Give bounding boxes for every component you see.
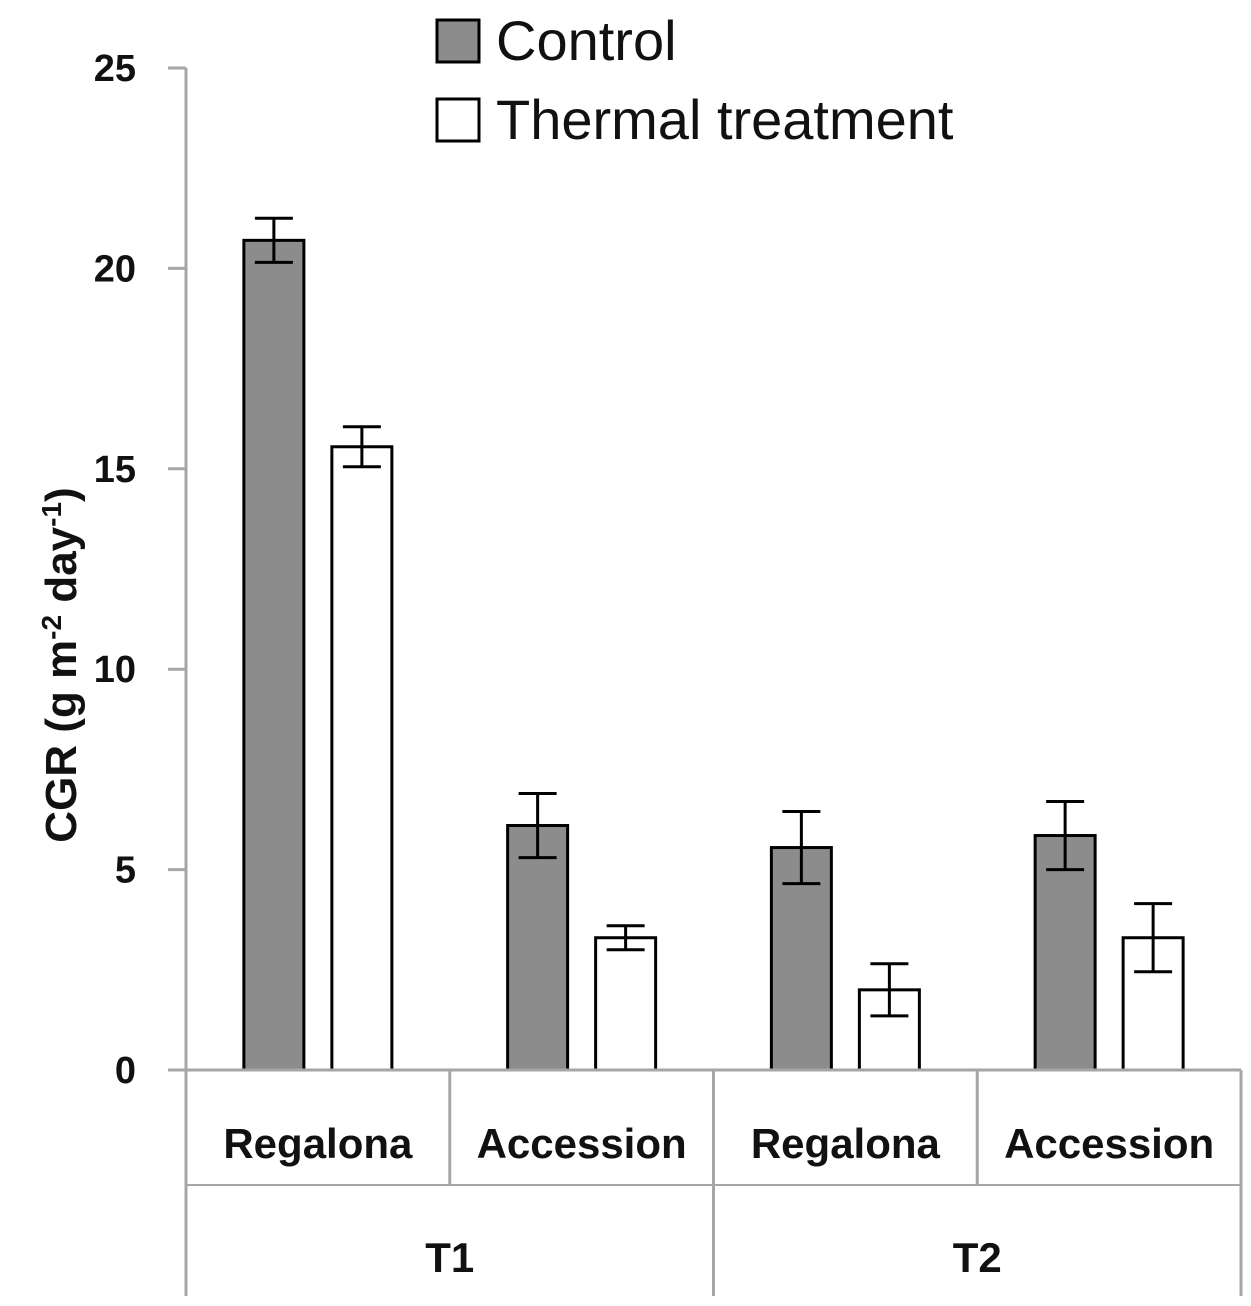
bar: [330, 445, 394, 1072]
y-tick-label: 15: [94, 449, 136, 491]
legend-swatch-control: [435, 18, 481, 64]
y-axis: 0 5 10 15 20 25: [94, 48, 188, 1092]
x-group-label: T2: [953, 1234, 1002, 1281]
bar: [242, 238, 306, 1072]
y-axis-title-sup2: -1: [36, 502, 67, 527]
y-axis-title-sup1: -2: [36, 615, 67, 640]
legend: Control Thermal treatment: [435, 9, 954, 151]
y-tick-label: 20: [94, 248, 136, 290]
y-axis-title-part1: CGR (g m: [37, 640, 86, 843]
y-tick-label: 25: [94, 48, 136, 90]
bar: [506, 824, 570, 1072]
y-axis-title-part2: day: [37, 526, 86, 615]
x-category-label: Accession: [477, 1120, 687, 1167]
x-category-label: Accession: [1004, 1120, 1214, 1167]
legend-label-control: Control: [496, 9, 677, 72]
y-axis-title: CGR (g m-2 day-1): [36, 487, 87, 842]
bars: [242, 216, 1185, 1072]
y-tick-label: 0: [115, 1050, 136, 1092]
legend-label-thermal: Thermal treatment: [496, 88, 954, 151]
y-axis-title-part3: ): [37, 487, 86, 502]
y-tick-label: 5: [115, 850, 136, 892]
x-category-label: Regalona: [223, 1120, 413, 1167]
y-tick-label: 10: [94, 649, 136, 691]
x-category-label: Regalona: [751, 1120, 941, 1167]
legend-swatch-thermal: [435, 97, 481, 143]
x-group-label: T1: [425, 1234, 474, 1281]
x-axis: Regalona Accession Regalona Accession T1 T2: [168, 1068, 1243, 1296]
bar: [594, 936, 658, 1072]
